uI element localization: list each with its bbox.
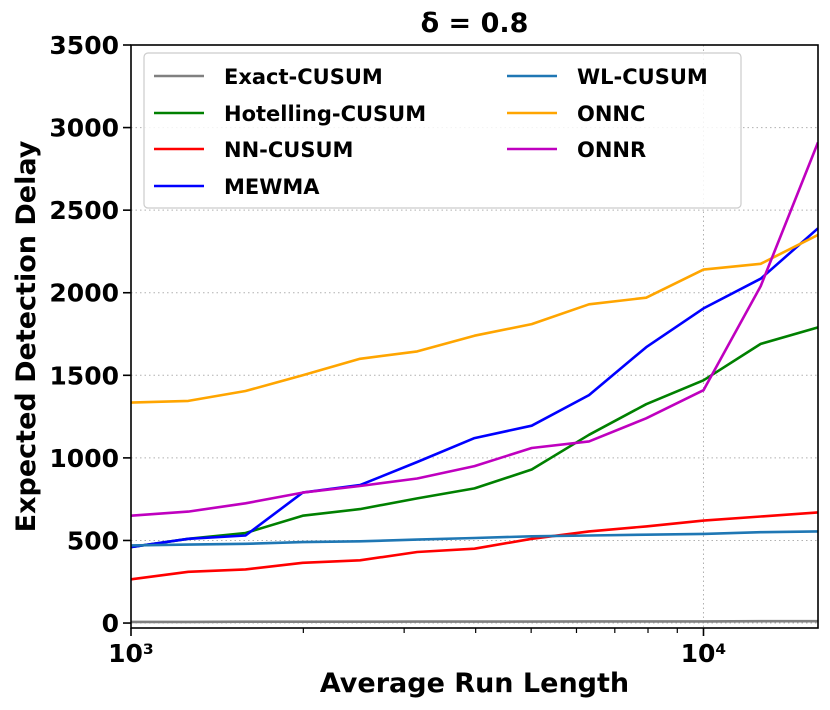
y-tick-label: 2500 bbox=[49, 196, 119, 225]
y-tick-label: 3000 bbox=[49, 114, 119, 143]
y-tick-label: 2000 bbox=[49, 279, 119, 308]
series-line-nn-cusum bbox=[131, 511, 818, 581]
chart-title: δ = 0.8 bbox=[421, 8, 529, 39]
series-line-onnr bbox=[131, 141, 818, 517]
legend-label-onnr: ONNR bbox=[577, 138, 646, 162]
legend-label-hotelling-cusum: Hotelling-CUSUM bbox=[224, 102, 426, 126]
legend-label-wl-cusum: WL-CUSUM bbox=[577, 65, 708, 89]
y-tick-label: 3500 bbox=[49, 31, 119, 60]
series-line-mewma bbox=[131, 227, 818, 549]
y-tick-label: 1500 bbox=[49, 361, 119, 390]
axis-ticks: 0 500 1000 1500 2000 2500 3000 3500 10³ 10⁴ bbox=[49, 31, 726, 668]
series-lines bbox=[131, 141, 818, 624]
x-tick-label: 10³ bbox=[108, 639, 154, 668]
legend: Exact-CUSUM Hotelling-CUSUM NN-CUSUM MEWMA W… bbox=[143, 52, 742, 209]
series-line-wl-cusum bbox=[131, 530, 818, 547]
series-line-onnc bbox=[131, 233, 818, 404]
y-tick-label: 0 bbox=[102, 609, 119, 638]
legend-label-mewma: MEWMA bbox=[224, 175, 320, 199]
plot-frame bbox=[130, 44, 819, 629]
series-line-hotelling-cusum bbox=[131, 326, 818, 549]
legend-box bbox=[143, 52, 742, 209]
legend-label-onnc: ONNC bbox=[577, 102, 645, 126]
legend-label-nn-cusum: NN-CUSUM bbox=[224, 138, 353, 162]
legend-label-exact-cusum: Exact-CUSUM bbox=[224, 65, 383, 89]
series-line-exact-cusum bbox=[131, 619, 818, 624]
y-tick-label: 500 bbox=[67, 526, 119, 555]
y-axis-label: Expected Detection Delay bbox=[11, 140, 42, 532]
y-tick-label: 1000 bbox=[49, 444, 119, 473]
x-axis-label: Average Run Length bbox=[320, 668, 629, 699]
x-tick-label: 10⁴ bbox=[681, 639, 727, 668]
